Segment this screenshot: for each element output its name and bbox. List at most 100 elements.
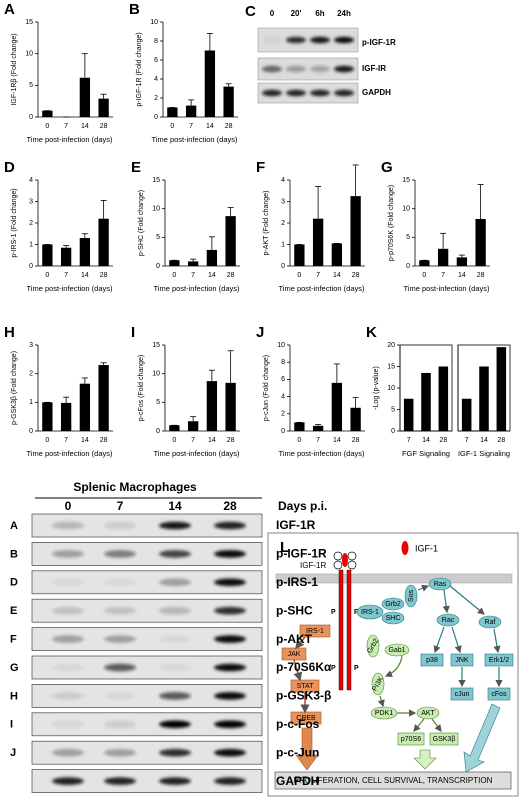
row-label: p-IGF-1R bbox=[276, 547, 327, 561]
row-label: GAPDH bbox=[362, 88, 391, 97]
arrow bbox=[417, 584, 430, 592]
bar bbox=[206, 381, 218, 431]
receptor-chain bbox=[338, 569, 344, 691]
row-label: GAPDH bbox=[276, 774, 319, 788]
node-label: p70S6 bbox=[401, 736, 421, 743]
bar bbox=[187, 261, 199, 266]
bar bbox=[438, 366, 449, 431]
blot-strip bbox=[31, 769, 263, 793]
band bbox=[159, 578, 191, 587]
receptor-loop bbox=[333, 560, 343, 570]
band bbox=[104, 521, 136, 530]
bar bbox=[42, 402, 53, 431]
y-tick-label: 0 bbox=[281, 263, 285, 270]
x-tick-label: 7 bbox=[316, 272, 320, 279]
bar bbox=[167, 107, 178, 117]
band bbox=[104, 748, 136, 757]
bar bbox=[98, 98, 109, 117]
node bbox=[487, 687, 511, 701]
blot-strip bbox=[31, 627, 263, 651]
row-label: p-c-Jun bbox=[276, 745, 319, 759]
bar bbox=[60, 247, 72, 266]
y-tick-label: 15 bbox=[387, 363, 395, 370]
y-tick-label: 15 bbox=[152, 177, 160, 184]
band bbox=[214, 720, 246, 729]
row-label: p-c-Fos bbox=[276, 717, 320, 731]
node-label: JAK bbox=[288, 651, 301, 658]
y-axis-label: p-cJun (Fold change) bbox=[263, 355, 270, 421]
band bbox=[52, 692, 84, 700]
band bbox=[214, 748, 246, 757]
y-tick-label: 6 bbox=[154, 57, 158, 64]
panel-label: J bbox=[256, 324, 264, 341]
band bbox=[52, 720, 84, 729]
band bbox=[104, 663, 136, 672]
band bbox=[52, 578, 84, 587]
x-tick-label: 14 bbox=[333, 437, 341, 444]
band bbox=[104, 635, 136, 643]
node-label: JNK bbox=[455, 657, 469, 664]
y-axis-label: p-GSK3β (Fold change) bbox=[11, 351, 18, 425]
y-tick-label: 15 bbox=[402, 177, 410, 184]
y-tick-label: 5 bbox=[29, 82, 33, 89]
band bbox=[52, 635, 84, 643]
panel-label: G bbox=[381, 159, 393, 176]
x-tick-label: 14 bbox=[81, 272, 89, 279]
lane-label: 0 bbox=[65, 499, 72, 513]
x-tick-label: 7 bbox=[407, 437, 411, 444]
row-panel-label: B bbox=[10, 548, 18, 560]
band bbox=[159, 606, 191, 615]
band bbox=[159, 635, 191, 643]
node bbox=[484, 653, 514, 667]
arrow bbox=[377, 695, 385, 708]
y-tick-label: 20 bbox=[387, 342, 395, 349]
node-label: Raf bbox=[485, 619, 496, 626]
bar bbox=[350, 407, 361, 431]
node-label: STAT bbox=[297, 683, 315, 690]
bar bbox=[294, 244, 305, 266]
bar bbox=[98, 365, 109, 431]
node bbox=[381, 611, 405, 625]
band bbox=[159, 720, 191, 729]
panel-label: F bbox=[256, 159, 265, 176]
arrow bbox=[433, 626, 445, 654]
x-tick-label: 14 bbox=[208, 437, 216, 444]
x-axis-label: Time post-infection (days) bbox=[278, 449, 365, 458]
y-tick-label: 4 bbox=[281, 177, 285, 184]
band bbox=[159, 663, 191, 672]
y-tick-label: 4 bbox=[281, 393, 285, 400]
bar bbox=[461, 398, 472, 431]
x-axis-label: Time post-infection (days) bbox=[153, 284, 240, 293]
y-axis-label: p-AKT (Fold change) bbox=[263, 191, 270, 256]
row-label: p-IRS-1 bbox=[276, 575, 318, 589]
bar bbox=[42, 244, 53, 266]
y-axis-label: p-cFos (Fold change) bbox=[138, 355, 145, 422]
band bbox=[262, 89, 282, 97]
bar bbox=[312, 425, 324, 431]
y-tick-label: 5 bbox=[156, 234, 160, 241]
node-label: Sos bbox=[408, 589, 415, 602]
y-tick-label: 8 bbox=[154, 38, 158, 45]
output-box bbox=[274, 771, 512, 790]
x-tick-label: 28 bbox=[227, 272, 235, 279]
x-tick-label: 0 bbox=[297, 272, 301, 279]
bar bbox=[225, 216, 236, 266]
blot-strip bbox=[31, 598, 263, 623]
x-axis-label: Time post-infection (days) bbox=[151, 135, 238, 144]
y-tick-label: 10 bbox=[387, 385, 395, 392]
y-tick-label: 1 bbox=[29, 399, 33, 406]
node bbox=[429, 732, 459, 746]
x-tick-label: 28 bbox=[497, 437, 505, 444]
x-axis-label: Time post-infection (days) bbox=[26, 284, 113, 293]
band bbox=[52, 748, 84, 757]
receptor-chain bbox=[346, 569, 352, 691]
bar bbox=[169, 425, 180, 431]
y-tick-label: 15 bbox=[152, 342, 160, 349]
y-tick-label: 10 bbox=[150, 19, 158, 26]
blot-title: Splenic Macrophages bbox=[73, 480, 197, 494]
x-tick-label: 14 bbox=[208, 272, 216, 279]
y-tick-label: 6 bbox=[281, 376, 285, 383]
y-tick-label: 10 bbox=[277, 342, 285, 349]
node-label: p38 bbox=[426, 657, 438, 664]
